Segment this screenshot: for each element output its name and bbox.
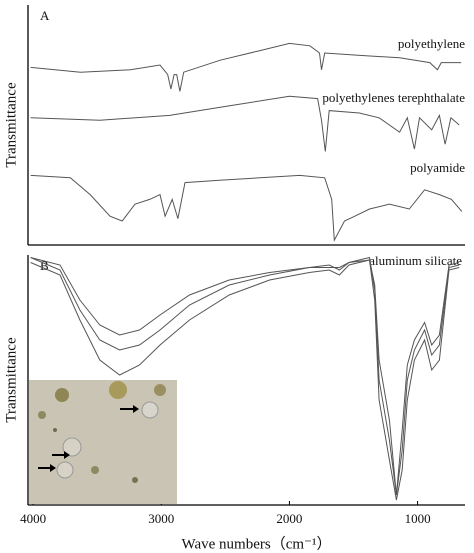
- annotation: aluminum silicate: [369, 253, 462, 268]
- spectrum-line: [30, 259, 460, 501]
- spectrum-line: [30, 95, 460, 152]
- x-tick-label: 1000: [405, 511, 431, 526]
- inset-photo: [29, 380, 177, 504]
- x-tick-label: 2000: [276, 511, 302, 526]
- spectrum-line: [30, 42, 462, 92]
- panel-label: A: [40, 8, 50, 23]
- annotation: polyethylene: [398, 36, 465, 51]
- spectrum-line: [30, 257, 460, 496]
- x-tick-label: 4000: [20, 511, 46, 526]
- annotation: polyethylenes terephthalate: [322, 90, 465, 105]
- y-axis-label: Transmittance: [3, 337, 19, 423]
- panel-label: B: [40, 258, 49, 273]
- annotation: polyamide: [410, 160, 465, 175]
- x-tick-label: 3000: [148, 511, 174, 526]
- y-axis-label: Transmittance: [3, 82, 19, 168]
- spectrum-line: [30, 174, 463, 242]
- x-axis-label: Wave numbers（cm⁻¹）: [182, 535, 332, 552]
